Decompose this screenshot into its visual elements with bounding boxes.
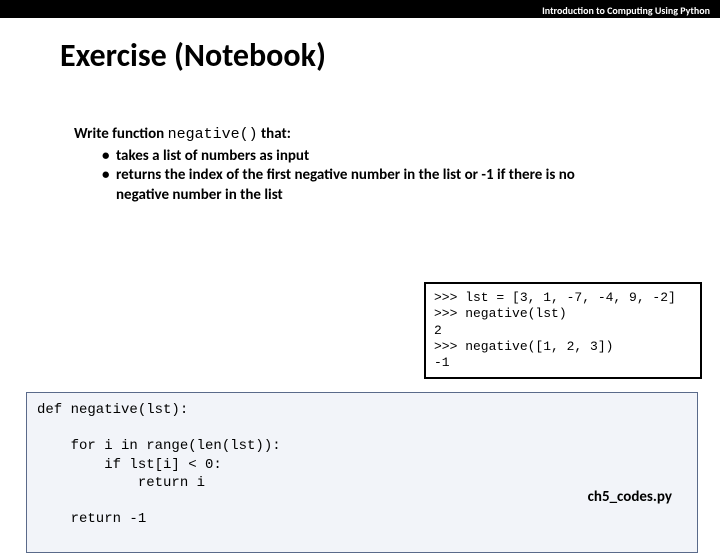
bullet-item: takes a list of numbers as input [102, 147, 720, 167]
header-text: Introduction to Computing Using Python [542, 4, 710, 17]
bullet-list: takes a list of numbers as input returns… [102, 147, 720, 206]
page-title: Exercise (Notebook) [60, 36, 720, 75]
intro-prefix: Write function [74, 125, 168, 143]
filename-label: ch5_codes.py [588, 488, 672, 506]
exercise-description: Write function negative() that: takes a … [74, 125, 720, 205]
header-bar: Introduction to Computing Using Python [0, 0, 720, 18]
bullet-item: returns the index of the first negative … [102, 166, 582, 205]
repl-output-box: >>> lst = [3, 1, -7, -4, 9, -2] >>> nega… [424, 282, 702, 379]
intro-suffix: that: [258, 125, 291, 143]
code-solution-box: def negative(lst): for i in range(len(ls… [26, 392, 698, 553]
function-name: negative() [168, 126, 258, 143]
